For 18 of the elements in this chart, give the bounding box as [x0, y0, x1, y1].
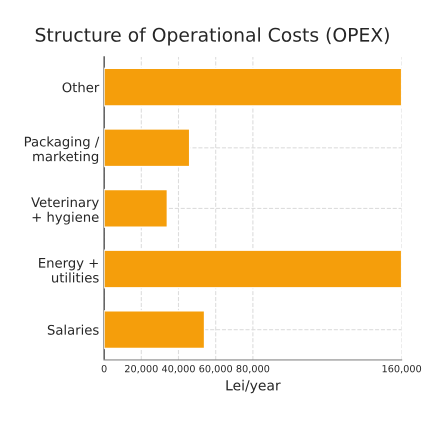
- bar: [104, 310, 206, 350]
- x-tick-label: 20,000: [125, 364, 158, 374]
- y-tick-label: Other: [62, 82, 100, 92]
- y-tick-label: Energy + utilities: [39, 258, 99, 283]
- bar: [104, 68, 402, 107]
- x-tick-label: 160,000: [382, 364, 422, 374]
- x-tick-label: 0: [102, 364, 107, 372]
- x-tick-label: 60,000: [199, 364, 232, 374]
- bar: [104, 128, 190, 168]
- y-tick-label: Packaging / marketing: [24, 136, 100, 164]
- chart-title: Structure of Operational Costs (OPEX): [36, 27, 389, 46]
- y-tick-label: Veterinary + hygiene: [31, 196, 99, 225]
- y-tick-label: Salaries: [48, 324, 99, 335]
- bar: [104, 188, 168, 228]
- bar: [104, 250, 402, 289]
- x-axis-title: Lei/year: [226, 380, 281, 394]
- x-tick-label: 80,000: [236, 364, 270, 374]
- x-tick-label: 40,000: [162, 364, 195, 374]
